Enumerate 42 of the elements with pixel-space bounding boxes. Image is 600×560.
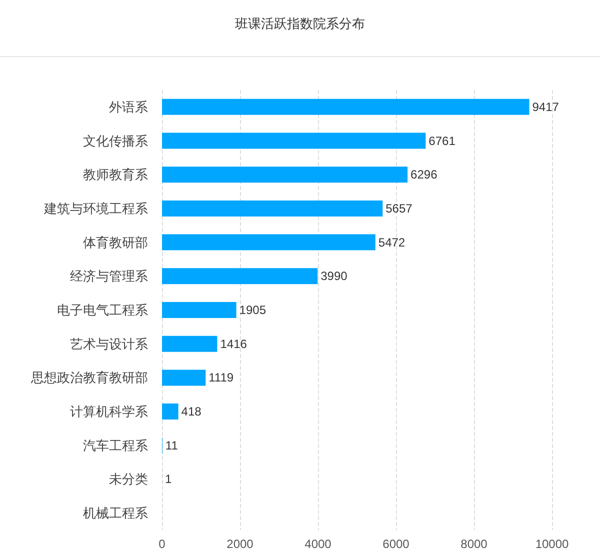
bar — [162, 268, 318, 284]
y-tick-label: 机械工程系 — [83, 506, 148, 521]
y-tick-label: 教师教育系 — [83, 167, 148, 182]
bar — [162, 200, 383, 216]
data-label: 9417 — [532, 100, 560, 114]
data-label: 11 — [165, 438, 178, 452]
y-tick-label: 汽车工程系 — [83, 438, 148, 453]
bar — [162, 302, 236, 318]
bar — [162, 234, 376, 250]
bar — [162, 370, 206, 386]
bar — [162, 336, 218, 352]
data-label: 6296 — [410, 168, 438, 182]
y-tick-label: 电子电气工程系 — [57, 302, 148, 318]
x-tick-label: 0 — [158, 537, 166, 551]
data-label: 5472 — [378, 235, 406, 250]
x-tick-label: 4000 — [304, 537, 332, 551]
y-tick-label: 体育教研部 — [83, 234, 148, 250]
data-label: 418 — [181, 404, 202, 419]
y-tick-label: 思想政治教育教研部 — [30, 370, 148, 386]
y-tick-label: 文化传播系 — [83, 133, 148, 148]
x-tick-label: 2000 — [226, 537, 254, 551]
y-tick-label: 未分类 — [109, 472, 148, 487]
bar — [162, 132, 426, 149]
data-label: 5657 — [386, 201, 413, 216]
chart-title: 班课活跃指数院系分布 — [234, 16, 366, 34]
bar — [162, 166, 408, 183]
x-tick-label: 10000 — [535, 537, 570, 551]
y-tick-label: 外语系 — [109, 99, 148, 114]
data-label: 3990 — [320, 269, 348, 284]
data-label: 1905 — [239, 303, 266, 317]
data-label: 1 — [165, 472, 172, 486]
x-tick-label: 8000 — [460, 537, 488, 551]
bar — [162, 404, 178, 420]
y-tick-label: 计算机科学系 — [70, 404, 148, 420]
y-tick-label: 艺术与设计系 — [70, 336, 148, 352]
x-tick-label: 6000 — [382, 537, 410, 551]
data-label: 6761 — [428, 134, 456, 148]
y-tick-label: 经济与管理系 — [70, 268, 148, 284]
bar — [162, 98, 530, 115]
data-label: 1416 — [220, 336, 248, 351]
y-tick-label: 建筑与环境工程系 — [43, 200, 148, 216]
data-label: 1119 — [208, 370, 234, 385]
